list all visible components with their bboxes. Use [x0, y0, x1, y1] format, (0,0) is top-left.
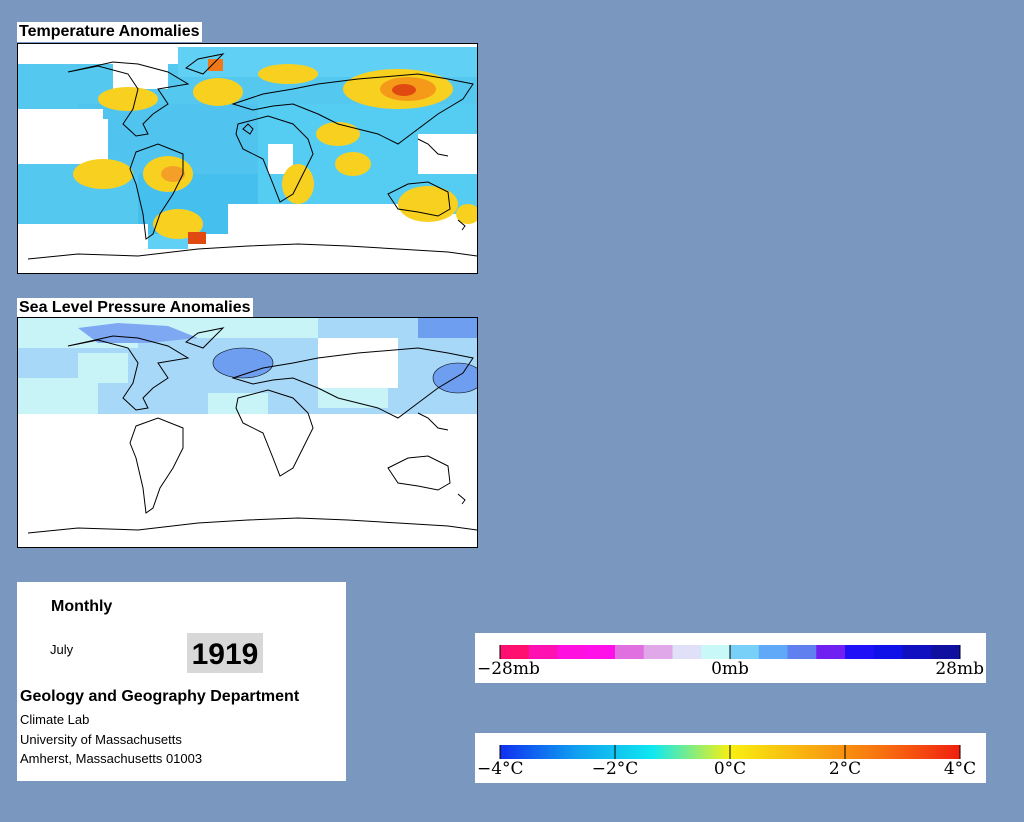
pressure-tick-label: 28mb — [935, 659, 984, 679]
temperature-tick-label: 2°C — [828, 759, 862, 779]
pressure-color-block — [586, 645, 616, 659]
pressure-color-block — [873, 645, 903, 659]
pressure-color-block — [500, 645, 530, 659]
temperature-tick-label: 4°C — [943, 759, 977, 779]
pressure-color-block — [672, 645, 702, 659]
pressure-color-block — [557, 645, 587, 659]
pressure-color-block — [701, 645, 731, 659]
year-label: 1919 — [187, 633, 263, 673]
pressure-color-block — [643, 645, 673, 659]
pressure-anomaly-map — [17, 317, 478, 548]
temperature-tick-label: −4°C — [477, 759, 524, 779]
pressure-color-block — [845, 645, 875, 659]
info-panel: Monthly July 1919 Geology and Geography … — [17, 582, 346, 781]
department-label: Geology and Geography Department — [20, 688, 300, 705]
temperature-map-title: Temperature Anomalies — [17, 22, 202, 42]
pressure-color-block — [902, 645, 932, 659]
lab-label: Climate Lab — [20, 712, 90, 727]
temperature-color-legend: −4°C −2°C 0°C 2°C 4°C — [475, 733, 986, 783]
pressure-tick-label: 0mb — [711, 659, 749, 679]
university-label: University of Massachusetts — [20, 732, 182, 747]
address-label: Amherst, Massachusetts 01003 — [20, 751, 203, 766]
temperature-map-graphic — [18, 47, 477, 273]
temperature-tick-label: −2°C — [591, 759, 639, 779]
pressure-color-block — [758, 645, 788, 659]
pressure-color-block — [615, 645, 645, 659]
temperature-color-bar — [499, 745, 961, 759]
pressure-color-bar — [499, 645, 961, 659]
coastlines — [27, 53, 477, 260]
temperature-anomaly-fields — [18, 47, 477, 273]
temperature-tick-label: 0°C — [713, 759, 747, 779]
pressure-color-block — [787, 645, 817, 659]
pressure-map-graphic — [18, 318, 477, 547]
pressure-color-block — [816, 645, 846, 659]
pressure-color-block — [931, 645, 961, 659]
pressure-tick-label: −28mb — [477, 659, 540, 679]
frequency-label: Monthly — [51, 598, 113, 615]
temperature-anomaly-map — [17, 43, 478, 274]
pressure-color-block — [730, 645, 760, 659]
pressure-color-legend: −28mb 0mb 28mb — [475, 633, 986, 683]
pressure-anomaly-fields — [18, 318, 477, 547]
pressure-color-block — [528, 645, 558, 659]
coastlines — [27, 327, 477, 534]
pressure-map-title: Sea Level Pressure Anomalies — [17, 298, 253, 318]
month-label: July — [50, 642, 74, 657]
